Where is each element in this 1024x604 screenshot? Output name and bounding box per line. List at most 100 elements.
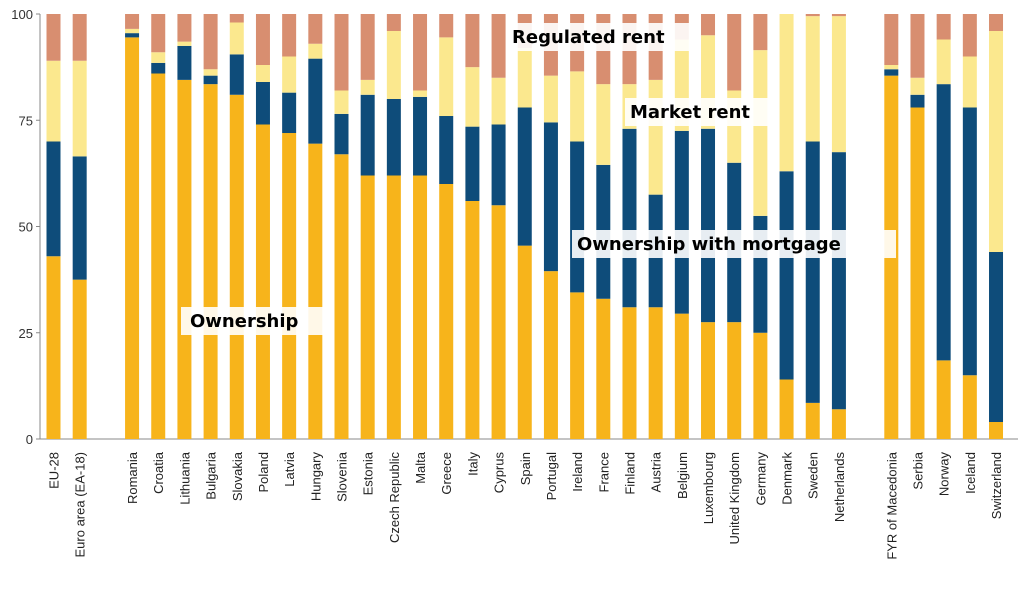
bar-ownership-with-mortgage-sweden (805, 141, 820, 403)
bar-ownership-with-mortgage-greece (439, 116, 454, 184)
bar-ownership-with-mortgage-croatia (151, 62, 166, 74)
bar-ownership-cyprus (491, 205, 506, 439)
bar-regulated-rent-hungary (308, 14, 323, 44)
bar-regulated-rent-switzerland (989, 14, 1004, 31)
bar-regulated-rent-germany (753, 14, 768, 51)
x-tick-label-slovakia: Slovakia (230, 451, 245, 501)
axes: 0 25 50 75 100 (11, 7, 1018, 447)
x-tick-label-belgium: Belgium (675, 452, 690, 499)
bar-regulated-rent-italy (465, 14, 480, 68)
bar-ownership-with-mortgage-hungary (308, 58, 323, 144)
bar-ownership-luxembourg (701, 322, 716, 440)
x-tick-label-poland: Poland (256, 452, 271, 492)
bar-regulated-rent-slovenia (334, 14, 349, 91)
x-tick-label-luxembourg: Luxembourg (701, 452, 716, 524)
bar-market-rent-bulgaria (203, 69, 218, 76)
x-tick-label-france: France (596, 452, 611, 492)
bar-ownership-with-mortgage-fyr-of-macedonia (884, 69, 899, 76)
bar-market-rent-austria (648, 79, 663, 195)
annotation-regulated-rent: Regulated rent (512, 27, 665, 48)
bar-market-rent-czech-republic (386, 31, 401, 99)
bar-ownership-estonia (360, 175, 375, 439)
x-tick-label-austria: Austria (649, 451, 664, 492)
bar-regulated-rent-united-kingdom (727, 14, 742, 91)
x-tick-label-romania: Romania (125, 451, 140, 504)
bar-ownership-sweden (805, 402, 820, 440)
bar-market-rent-eu-28 (46, 60, 61, 142)
bar-ownership-with-mortgage-norway (936, 84, 951, 361)
bar-market-rent-lithuania (177, 41, 192, 46)
bar-ownership-lithuania (177, 79, 192, 440)
bar-market-rent-slovakia (229, 22, 244, 55)
bar-market-rent-norway (936, 39, 951, 85)
annotations: Regulated rent Market rent Ownership wit… (181, 23, 896, 335)
bar-ownership-with-mortgage-ireland (570, 141, 585, 293)
bar-ownership-serbia (910, 107, 925, 439)
bar-ownership-with-mortgage-slovakia (229, 54, 244, 95)
bar-ownership-austria (648, 307, 663, 439)
bar-regulated-rent-netherlands (831, 14, 846, 17)
bar-ownership-with-mortgage-spain (517, 107, 532, 246)
bar-regulated-rent-norway (936, 14, 951, 40)
bar-market-rent-italy (465, 67, 480, 127)
x-tick-label-croatia: Croatia (151, 451, 166, 494)
bar-ownership-latvia (282, 133, 297, 439)
bar-regulated-rent-euro-area-ea-18 (72, 14, 87, 61)
x-tick-label-euro-area-ea-18: Euro area (EA-18) (73, 452, 88, 558)
bar-market-rent-germany (753, 50, 768, 216)
x-tick-label-malta: Malta (413, 451, 428, 484)
annotation-ownership: Ownership (190, 311, 299, 332)
bar-ownership-germany (753, 332, 768, 439)
bar-market-rent-spain (517, 48, 532, 108)
bar-ownership-with-mortgage-belgium (674, 130, 689, 314)
x-tick-label-italy: Italy (465, 452, 480, 476)
x-tick-label-estonia: Estonia (361, 451, 376, 495)
bar-ownership-with-mortgage-denmark (779, 171, 794, 380)
annotation-market-rent: Market rent (630, 102, 750, 123)
bar-regulated-rent-cyprus (491, 14, 506, 78)
x-tick-label-cyprus: Cyprus (492, 452, 507, 494)
bar-market-rent-latvia (282, 56, 297, 93)
bar-market-rent-slovenia (334, 90, 349, 114)
bar-ownership-with-mortgage-lithuania (177, 45, 192, 80)
bar-ownership-czech-republic (386, 175, 401, 439)
bar-regulated-rent-greece (439, 14, 454, 38)
bar-market-rent-iceland (962, 56, 977, 108)
bar-ownership-with-mortgage-romania (125, 33, 140, 38)
bar-ownership-with-mortgage-finland (622, 128, 637, 308)
bar-regulated-rent-poland (255, 14, 270, 65)
bar-regulated-rent-bulgaria (203, 14, 218, 70)
bar-ownership-with-mortgage-luxembourg (701, 128, 716, 323)
bar-regulated-rent-iceland (962, 14, 977, 57)
bar-ownership-with-mortgage-cyprus (491, 124, 506, 206)
bar-regulated-rent-eu-28 (46, 14, 61, 61)
bar-ownership-denmark (779, 379, 794, 439)
bar-market-rent-romania (125, 28, 140, 34)
y-tick-label: 25 (19, 326, 33, 341)
annotation-ownership-with-mortgage: Ownership with mortgage (577, 234, 841, 255)
bar-ownership-with-mortgage-bulgaria (203, 75, 218, 85)
bar-regulated-rent-fyr-of-macedonia (884, 14, 899, 65)
bar-ownership-with-mortgage-euro-area-ea-18 (72, 156, 87, 280)
bar-ownership-spain (517, 245, 532, 440)
category-labels: EU-28 Euro area (EA-18) Romania Croatia Lith… (47, 451, 1005, 559)
bar-market-rent-denmark (779, 14, 794, 172)
bar-ownership-netherlands (831, 409, 846, 439)
bar-ownership-belgium (674, 313, 689, 440)
bar-market-rent-serbia (910, 77, 925, 95)
x-tick-label-slovenia: Slovenia (335, 451, 350, 502)
bar-market-rent-malta (413, 90, 428, 97)
bar-ownership-romania (125, 37, 140, 440)
y-tick-label: 0 (26, 432, 33, 447)
bar-ownership-slovakia (229, 94, 244, 439)
bar-ownership-with-mortgage-serbia (910, 94, 925, 108)
bar-regulated-rent-luxembourg (701, 14, 716, 36)
x-tick-label-germany: Germany (753, 452, 768, 506)
y-tick-label: 100 (11, 7, 33, 22)
y-tick-label: 50 (19, 220, 33, 235)
bar-ownership-with-mortgage-italy (465, 126, 480, 201)
bar-ownership-with-mortgage-malta (413, 96, 428, 176)
x-tick-label-denmark: Denmark (780, 452, 795, 505)
bar-ownership-united-kingdom (727, 322, 742, 440)
bar-market-rent-cyprus (491, 77, 506, 125)
